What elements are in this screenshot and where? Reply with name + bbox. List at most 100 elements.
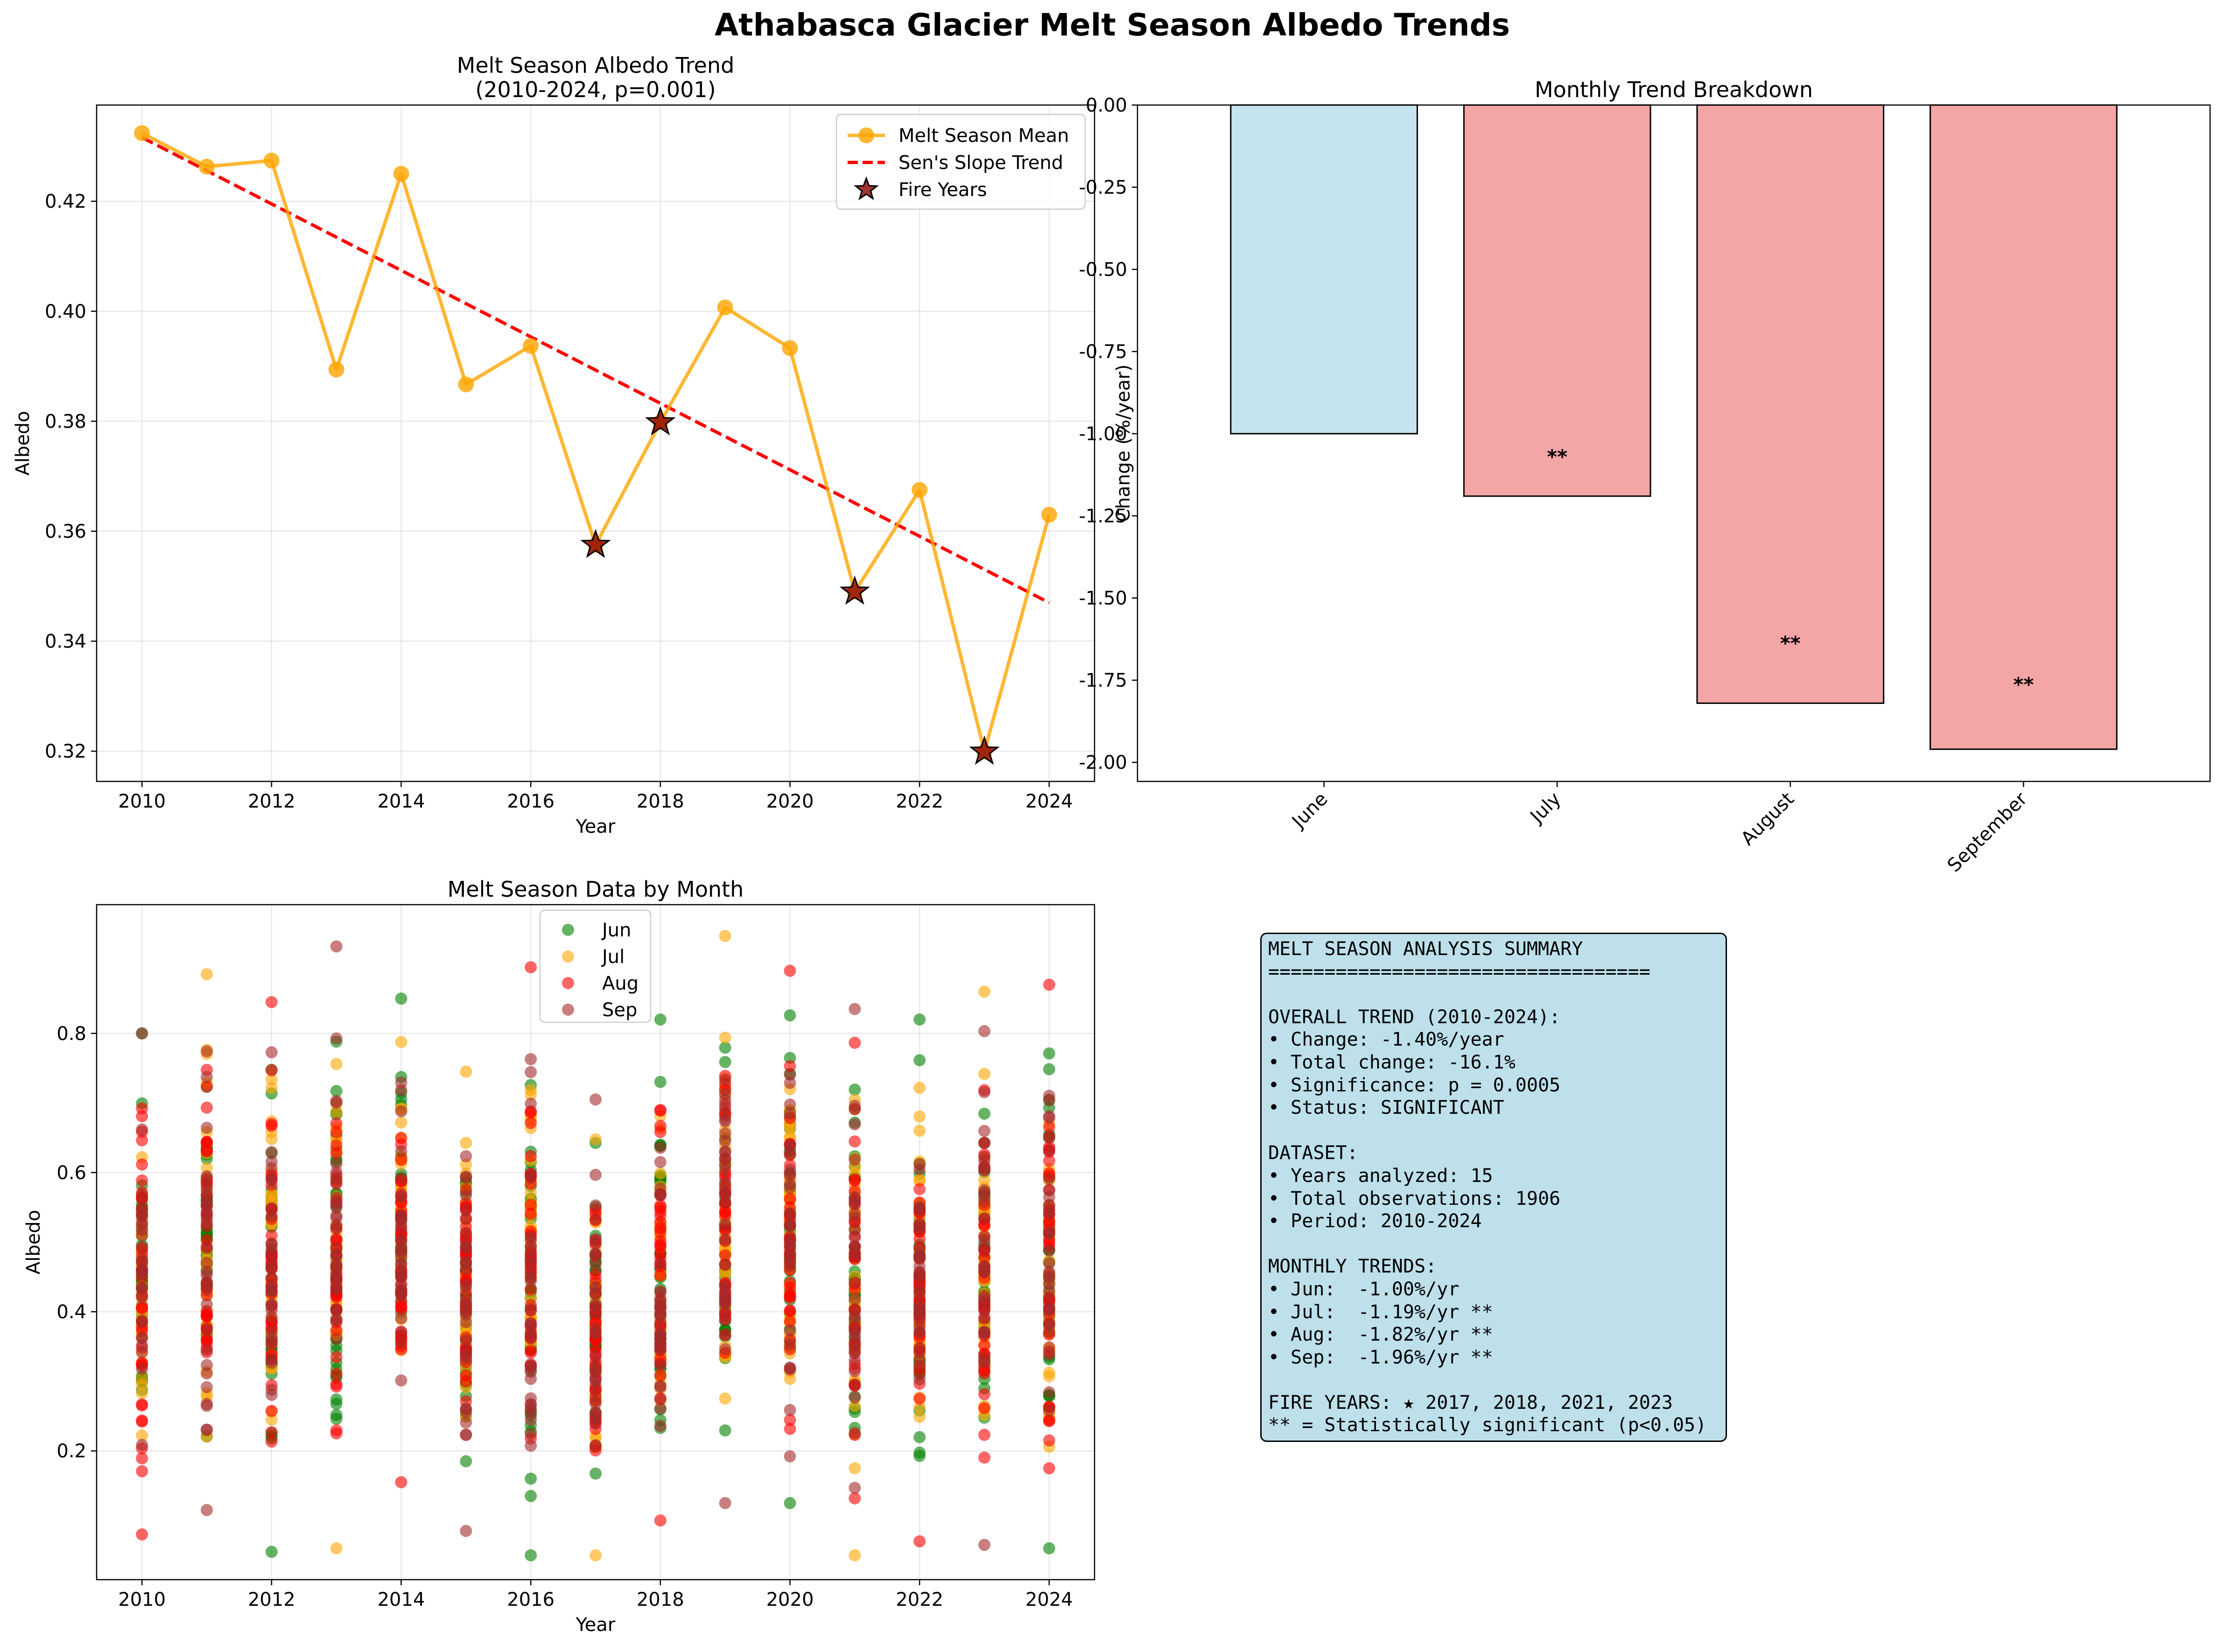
observation-point — [590, 1213, 602, 1225]
y-tick-label: 0.32 — [45, 741, 86, 762]
observation-point — [654, 1269, 667, 1281]
observation-point — [265, 1118, 278, 1130]
observation-point — [978, 1402, 990, 1414]
monthly-scatter-panel: 2010 2012 2014 2016 2018 2020 2022 2024 0.2 0.4 0.… — [23, 877, 1095, 1636]
y-axis-label: Albedo — [23, 1210, 44, 1274]
summary-line: • Period: 2010-2024 — [1268, 1210, 1482, 1232]
observation-point — [719, 1206, 731, 1218]
observation-point — [913, 1204, 926, 1216]
observation-point — [849, 1223, 861, 1236]
legend-label: Melt Season Mean — [898, 125, 1069, 147]
observation-point — [978, 985, 990, 998]
observation-point — [201, 1257, 213, 1269]
observation-point — [849, 1003, 861, 1015]
observation-point — [330, 1147, 343, 1160]
observation-point — [330, 1117, 343, 1130]
observation-point — [654, 1393, 667, 1406]
observation-point — [525, 1392, 537, 1405]
y-tick-label: -1.75 — [1079, 670, 1128, 691]
observation-point — [913, 1449, 926, 1462]
x-tick-label: 2022 — [896, 791, 943, 812]
observation-point — [201, 1045, 213, 1058]
observation-point — [913, 1158, 926, 1171]
summary-line: • Jul: -1.19%/yr ** — [1268, 1301, 1493, 1323]
observation-point — [978, 1388, 990, 1400]
observation-point — [525, 1403, 537, 1415]
observation-point — [719, 1497, 731, 1510]
observation-point — [395, 1244, 407, 1256]
observation-point — [784, 964, 796, 977]
observation-point — [525, 1428, 537, 1441]
x-tick-label: 2010 — [118, 791, 166, 812]
observation-point — [395, 1190, 407, 1203]
y-tick-label: -2.00 — [1079, 752, 1128, 773]
summary-line: • Years analyzed: 15 — [1268, 1165, 1493, 1187]
observation-point — [330, 1158, 343, 1170]
observation-point — [978, 1107, 990, 1120]
summary-line: ================================== — [1268, 961, 1650, 983]
observation-point — [265, 1546, 278, 1558]
observation-point — [784, 1290, 796, 1303]
albedo-trend-panel: 2010 2012 2014 2016 2018 2020 2022 2024 0.32 0.34… — [12, 53, 1095, 837]
observation-point — [525, 1490, 537, 1502]
fire-year-star — [645, 406, 676, 436]
observation-point — [525, 1097, 537, 1110]
x-tick-label: 2014 — [378, 791, 425, 812]
y-tick-label: 0.38 — [45, 411, 86, 432]
observation-point — [1043, 1386, 1055, 1399]
observation-point — [978, 1068, 990, 1080]
observation-point — [136, 1339, 148, 1351]
legend-marker — [562, 924, 574, 936]
observation-point — [395, 1210, 407, 1223]
observation-point — [460, 1428, 472, 1441]
observation-point — [460, 1137, 472, 1149]
observation-point — [525, 1372, 537, 1385]
observation-point — [784, 1364, 796, 1376]
observation-point — [719, 1101, 731, 1114]
observation-point — [136, 1158, 148, 1171]
observation-point — [654, 1216, 667, 1229]
observation-point — [460, 1170, 472, 1183]
observation-point — [201, 1399, 213, 1412]
observation-point — [395, 1476, 407, 1489]
observation-point — [590, 1287, 602, 1300]
fire-year-star — [969, 735, 1000, 765]
observation-point — [265, 1162, 278, 1174]
observation-point — [978, 1451, 990, 1464]
observation-point — [590, 1327, 602, 1339]
observation-point — [201, 1184, 213, 1197]
observation-point — [201, 1367, 213, 1380]
observation-point — [525, 1332, 537, 1344]
observation-point — [784, 1009, 796, 1022]
summary-line: • Significance: p = 0.0005 — [1268, 1074, 1561, 1096]
observation-point — [654, 1257, 667, 1270]
axes-frame — [96, 104, 1095, 782]
observation-point — [913, 1223, 926, 1236]
observation-point — [136, 1452, 148, 1465]
observation-point — [395, 1145, 407, 1158]
observation-point — [719, 1074, 731, 1086]
observation-point — [654, 1104, 667, 1116]
observation-point — [654, 1141, 667, 1154]
observation-point — [654, 1402, 667, 1415]
observation-point — [590, 1467, 602, 1480]
observation-point — [525, 1283, 537, 1296]
observation-point — [460, 1455, 472, 1468]
legend: Jun Jul Aug Sep — [539, 909, 652, 1023]
summary-line: DATASET: — [1268, 1142, 1358, 1164]
observation-point — [136, 1372, 148, 1385]
observation-point — [784, 1324, 796, 1337]
observation-point — [201, 1423, 213, 1436]
observation-point — [395, 1105, 407, 1118]
observation-point — [719, 1041, 731, 1054]
significance-label: ** — [1547, 445, 1567, 468]
observation-point — [849, 1354, 861, 1366]
observation-point — [136, 1229, 148, 1241]
observation-point — [136, 1241, 148, 1253]
observation-point — [395, 1336, 407, 1349]
observation-point — [265, 1263, 278, 1275]
mean-point — [328, 361, 344, 378]
observation-point — [265, 1311, 278, 1323]
observation-point — [525, 1472, 537, 1485]
observation-point — [849, 1365, 861, 1378]
